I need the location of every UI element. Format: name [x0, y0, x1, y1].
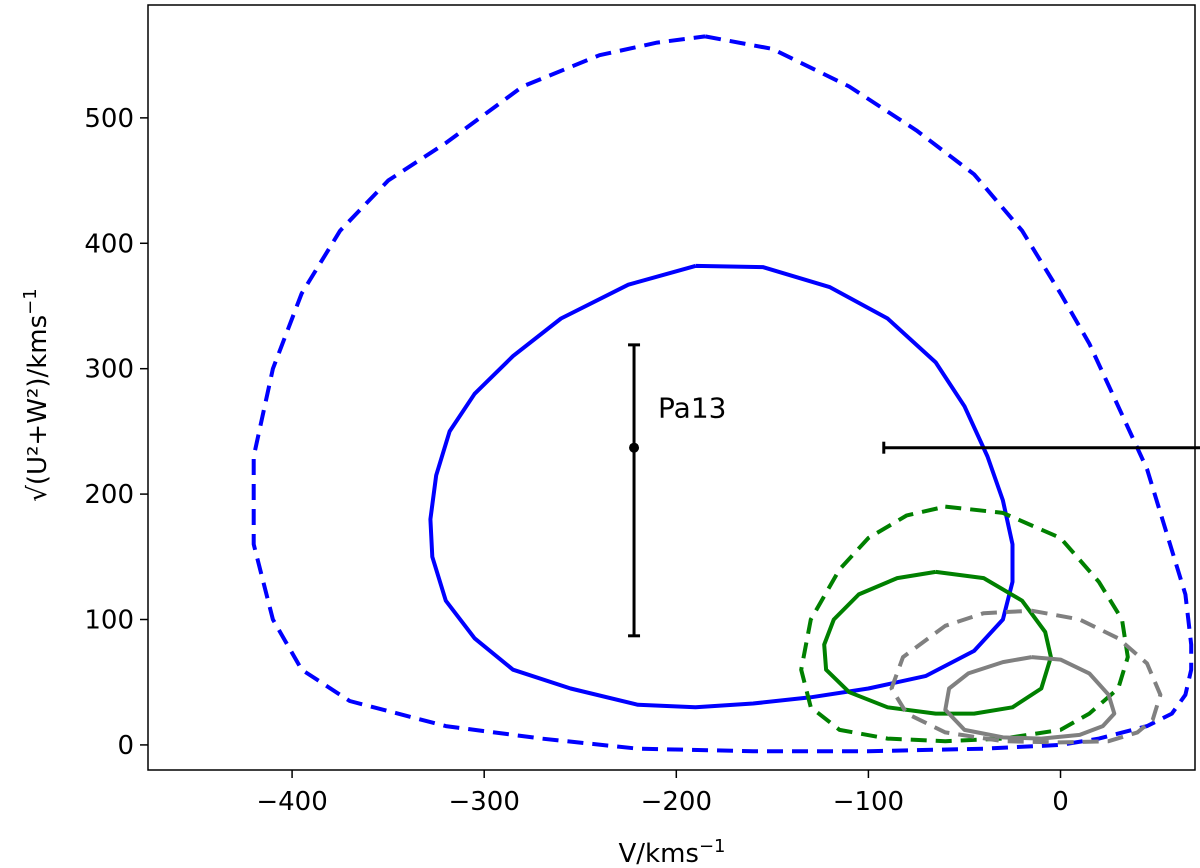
contour-0-dashed	[251, 34, 1194, 754]
x-tick-label: −200	[641, 787, 712, 817]
errorbar-group	[628, 343, 1200, 638]
contour-3-solid	[822, 569, 1053, 716]
plot-frame	[147, 4, 1196, 771]
contour-5-solid	[943, 655, 1117, 741]
x-tick-label: −400	[256, 787, 327, 817]
data-point	[629, 442, 640, 453]
y-tick-label: 500	[84, 104, 134, 134]
svg-text:√(U²+W²)/kms−1: √(U²+W²)/kms−1	[20, 288, 53, 501]
x-tick-label: −300	[448, 787, 519, 817]
contour-4-dashed	[889, 608, 1163, 745]
contour-1-solid	[428, 263, 1015, 710]
y-tick-label: 400	[84, 229, 134, 259]
y-tick-label: 300	[84, 355, 134, 385]
x-axis: −400 −300 −200 −100 0	[256, 770, 1069, 817]
contour-lines	[251, 34, 1194, 754]
y-tick-label: 100	[84, 606, 134, 636]
x-tick-label: −100	[833, 787, 904, 817]
y-tick-label: 200	[84, 480, 134, 510]
y-tick-label: 0	[117, 731, 134, 761]
contour-2-dashed	[799, 504, 1130, 744]
x-tick-label: 0	[1052, 787, 1069, 817]
y-axis: 0 100 200 300 400 500	[84, 104, 148, 761]
y-axis-label: √(U²+W²)/kms−1	[20, 288, 53, 501]
point-label-pa13: Pa13	[658, 392, 726, 425]
x-axis-label: V/kms−1	[618, 836, 725, 868]
